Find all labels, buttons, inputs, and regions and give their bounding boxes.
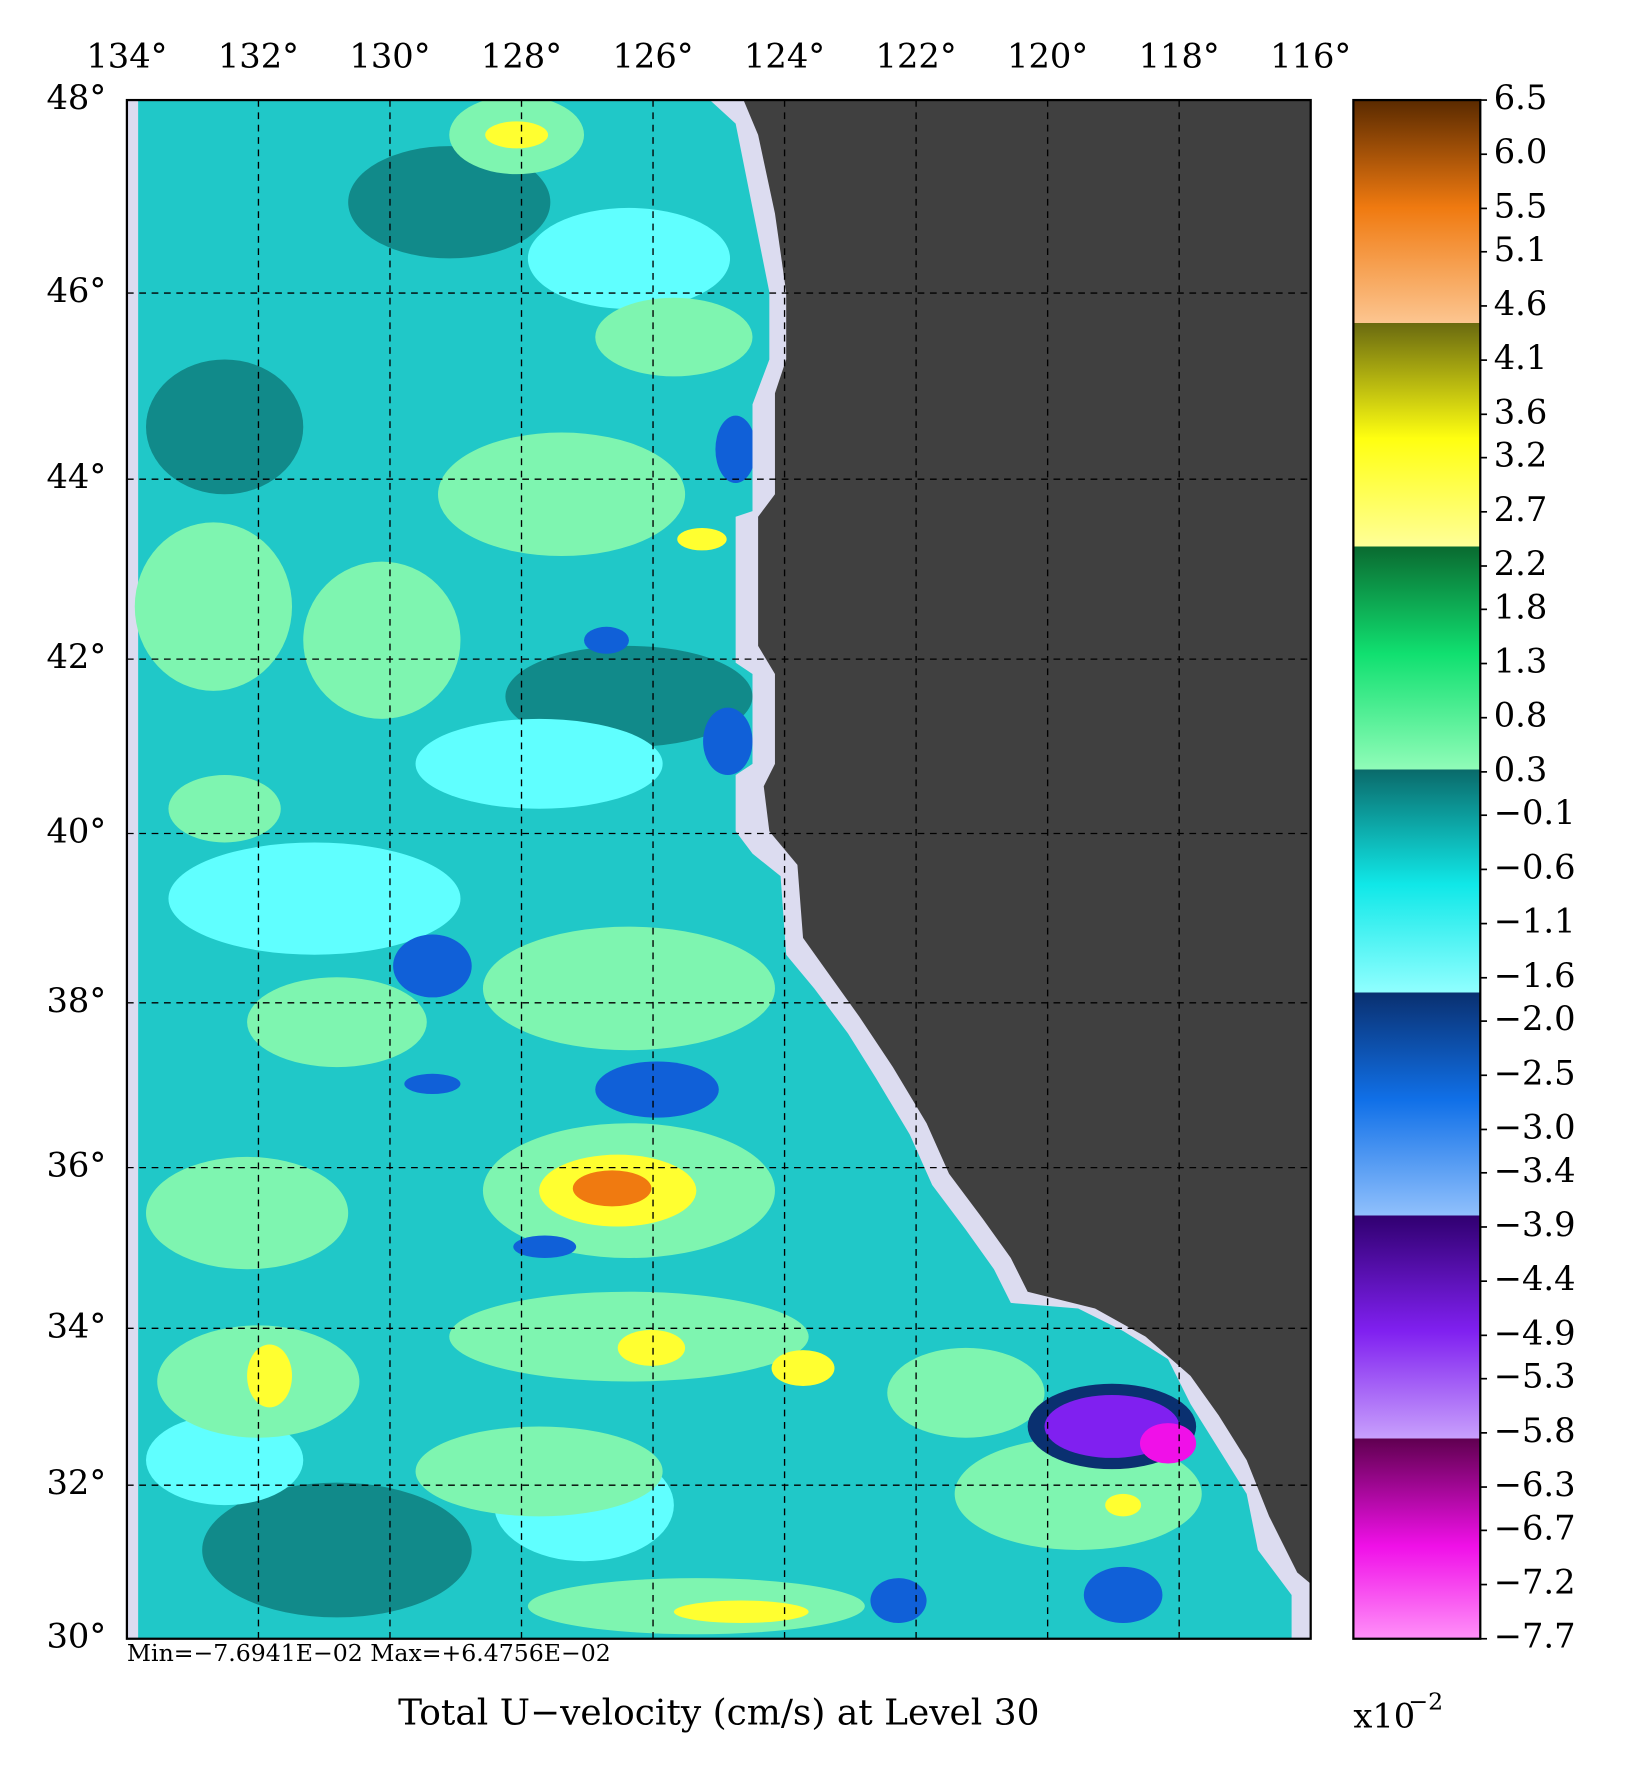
colorbar-label: −2.5 xyxy=(1494,1053,1576,1092)
colorbar-label: −5.3 xyxy=(1494,1357,1576,1396)
colorbar-label: 2.2 xyxy=(1494,544,1548,583)
colorbar-label: −6.3 xyxy=(1494,1465,1576,1504)
colorbar-label: −3.9 xyxy=(1494,1205,1576,1244)
colorbar-label: 5.1 xyxy=(1494,230,1548,269)
y-tick-label: 36° xyxy=(47,1146,107,1185)
colorbar-label: 3.6 xyxy=(1494,392,1548,431)
x-tick-label: 132° xyxy=(218,37,299,76)
y-tick-label: 34° xyxy=(47,1306,107,1345)
colorbar-label: −3.0 xyxy=(1494,1107,1576,1146)
x-tick-label: 134° xyxy=(86,37,167,76)
y-tick-label: 30° xyxy=(47,1617,107,1656)
y-tick-label: 38° xyxy=(47,981,107,1020)
y-tick-label: 32° xyxy=(47,1463,107,1502)
colorbar-label: −1.1 xyxy=(1494,902,1576,941)
colorbar-label: −4.4 xyxy=(1494,1259,1576,1298)
colorbar-label: 2.7 xyxy=(1494,490,1548,529)
colorbar-label: 0.8 xyxy=(1494,696,1548,735)
colorbar-label: 4.6 xyxy=(1494,284,1548,323)
y-tick-label: 40° xyxy=(47,811,107,850)
colorbar-label: 0.3 xyxy=(1494,750,1548,789)
min-max: Min=−7.6941E−02 Max=+6.4756E−02 xyxy=(127,1639,611,1667)
chart-title: Total U−velocity (cm/s) at Level 30 xyxy=(398,1693,1039,1734)
colorbar-label: 6.5 xyxy=(1494,78,1548,117)
colorbar xyxy=(1352,98,1482,1640)
plot-frame xyxy=(125,98,1312,1640)
x-tick-label: 118° xyxy=(1139,37,1220,76)
scale-base: x10 xyxy=(1353,1696,1415,1735)
colorbar-label: −5.8 xyxy=(1494,1411,1576,1450)
x-tick-label: 126° xyxy=(612,37,693,76)
colorbar-label: −2.0 xyxy=(1494,999,1576,1038)
y-tick-label: 46° xyxy=(47,271,107,310)
colorbar-label: −3.4 xyxy=(1494,1151,1576,1190)
x-tick-label: 128° xyxy=(481,37,562,76)
colorbar-label: 1.3 xyxy=(1494,642,1548,681)
x-tick-label: 130° xyxy=(349,37,430,76)
y-tick-label: 42° xyxy=(47,637,107,676)
y-tick-label: 44° xyxy=(47,457,107,496)
x-tick-label: 122° xyxy=(876,37,957,76)
field xyxy=(126,100,1311,1639)
colorbar-label: −0.6 xyxy=(1494,847,1576,886)
colorbar-label: −6.7 xyxy=(1494,1508,1576,1547)
colorbar-label: 4.1 xyxy=(1494,338,1548,377)
x-tick-label: 120° xyxy=(1007,37,1088,76)
y-tick-label: 48° xyxy=(47,78,107,117)
colorbar-label: −0.1 xyxy=(1494,793,1576,832)
colorbar-label: −1.6 xyxy=(1494,956,1576,995)
x-tick-label: 124° xyxy=(744,37,825,76)
colorbar-label: 1.8 xyxy=(1494,587,1548,626)
colorbar-label: 5.5 xyxy=(1494,186,1548,225)
colorbar-label: 6.0 xyxy=(1494,132,1548,171)
colorbar-label: −7.2 xyxy=(1494,1563,1576,1602)
scale-exponent: −2 xyxy=(1408,1687,1443,1715)
x-tick-label: 116° xyxy=(1270,37,1351,76)
colorbar-label: −7.7 xyxy=(1494,1617,1576,1656)
colorbar-label: 3.2 xyxy=(1494,436,1548,475)
colorbar-label: −4.9 xyxy=(1494,1313,1576,1352)
